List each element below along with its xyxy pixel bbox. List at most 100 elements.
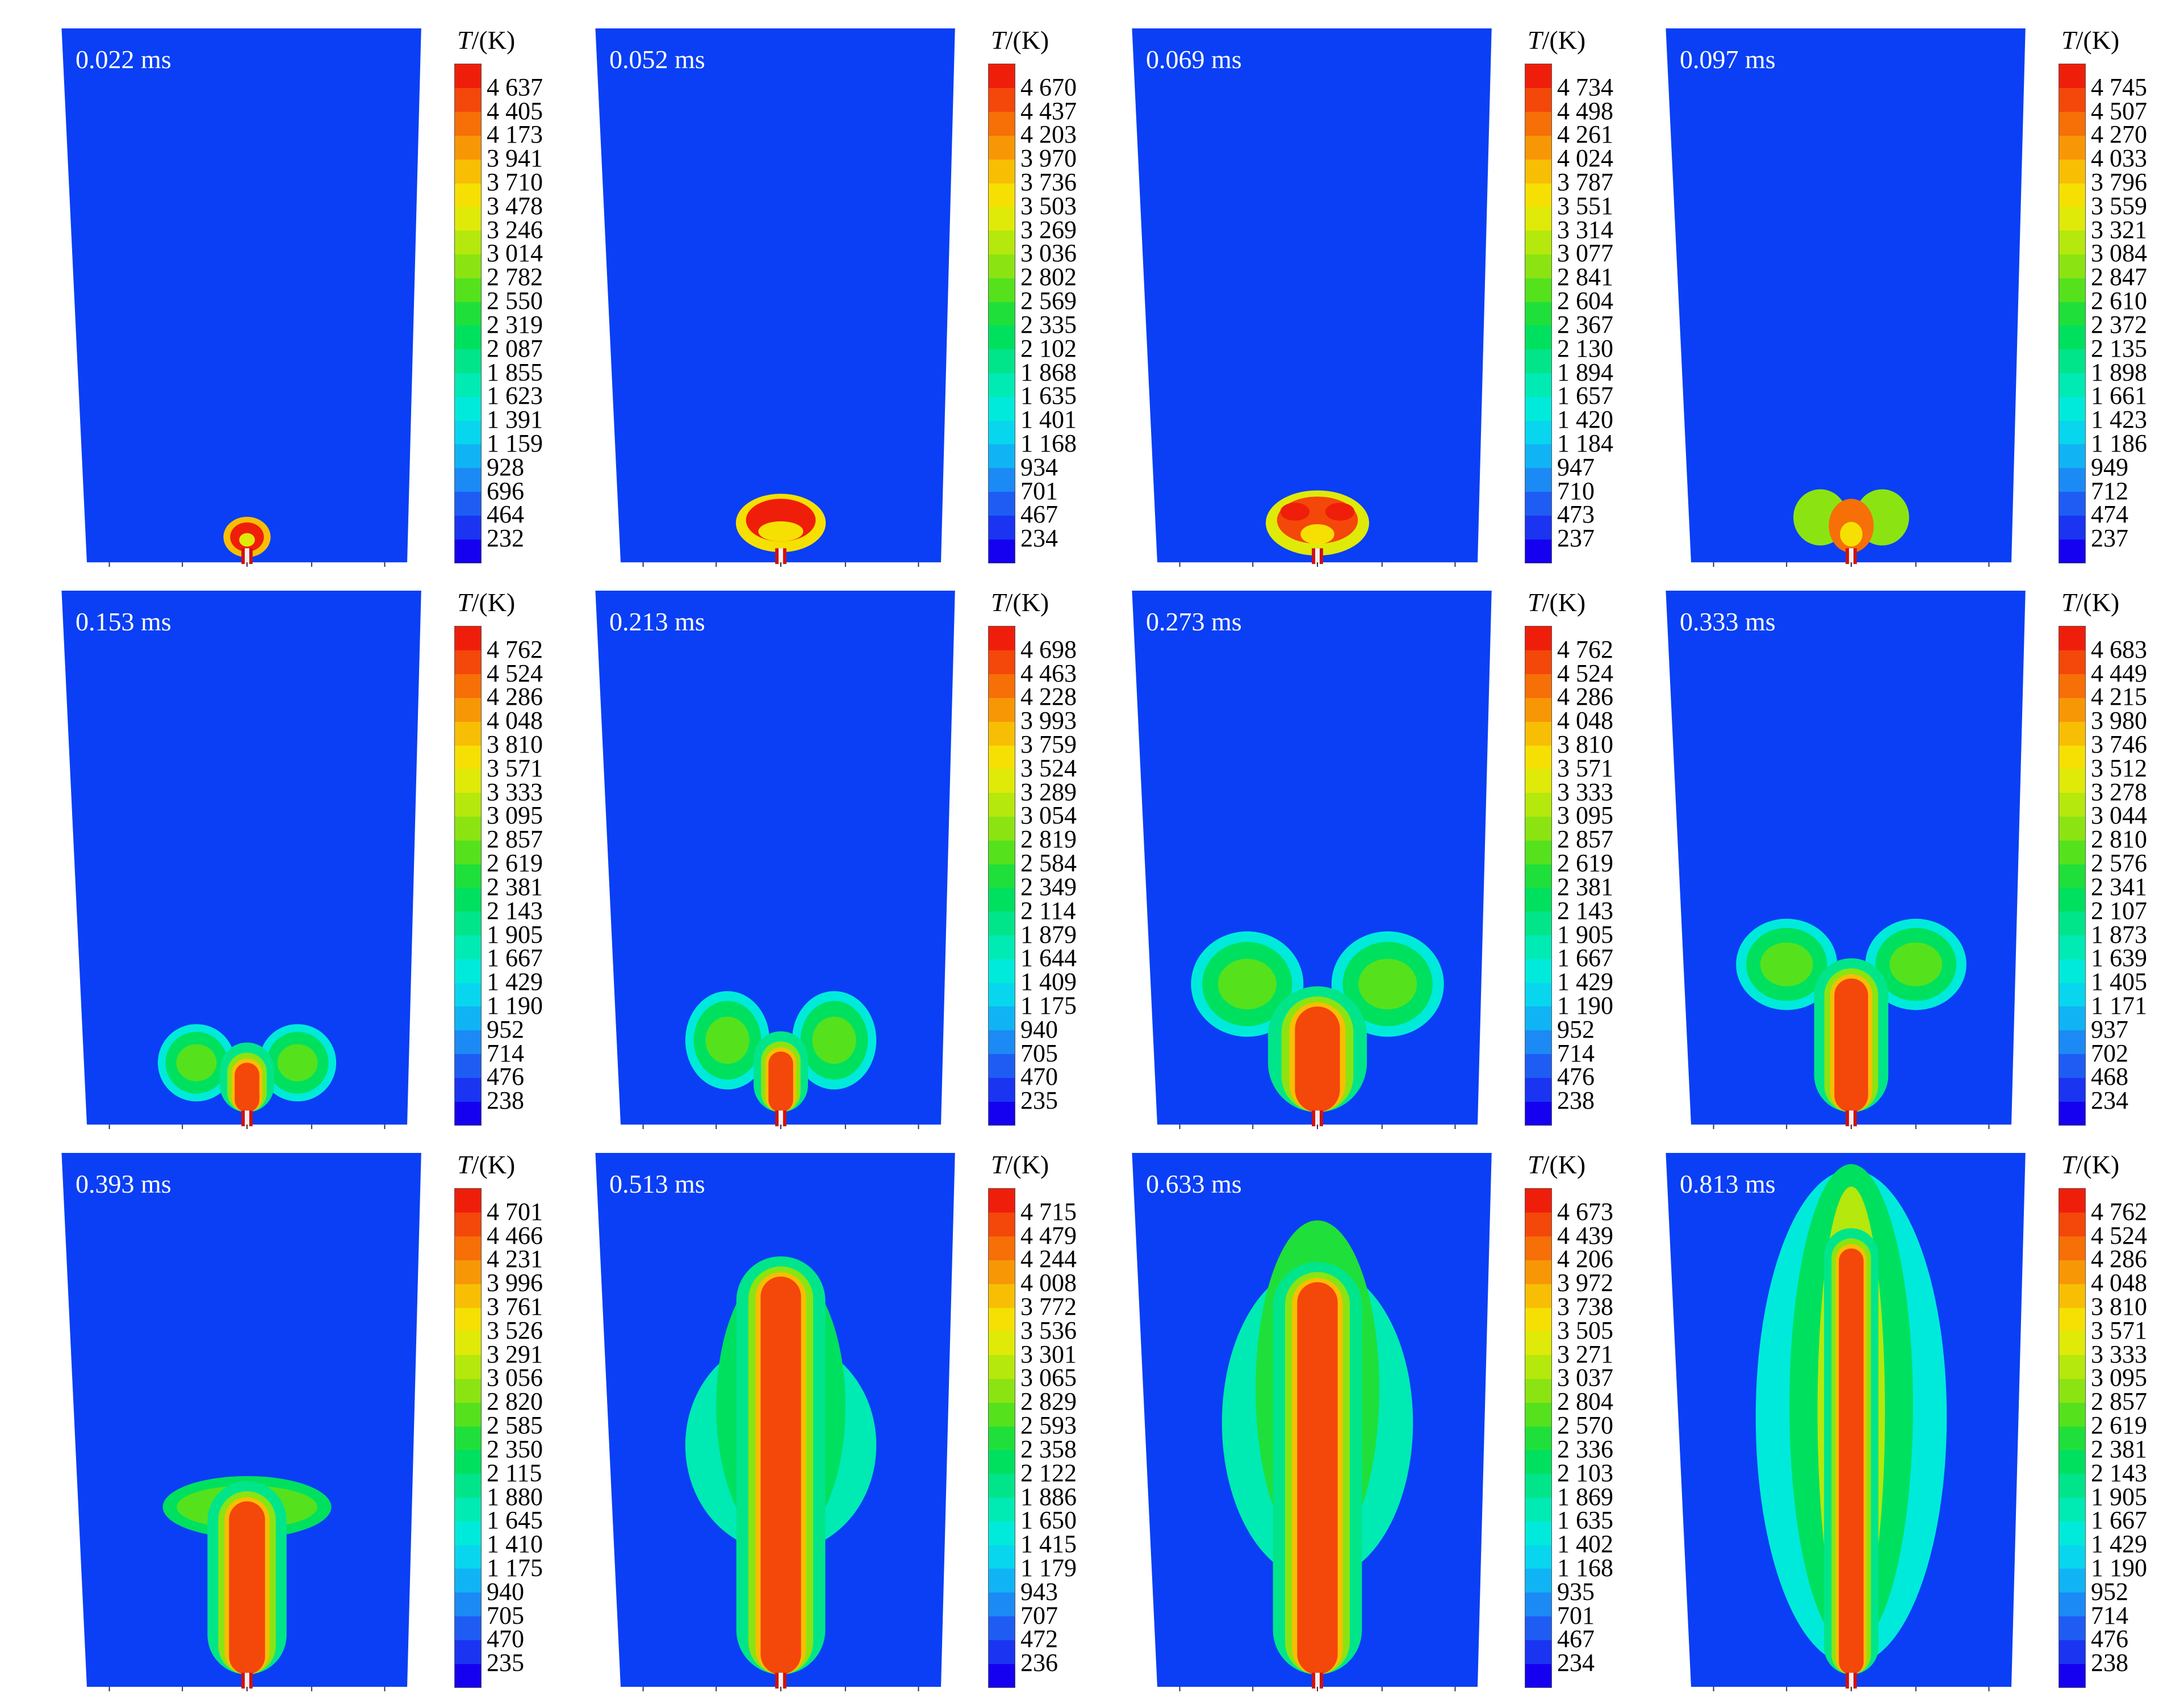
colorbar-band [2059, 1545, 2085, 1569]
colorbar-band [2059, 1616, 2085, 1640]
colorbar-band [989, 349, 1015, 373]
colorbar-band [2059, 816, 2085, 841]
colorbar-band [989, 1054, 1015, 1078]
jet-core-layer [760, 1276, 801, 1675]
vortex-lobe-inner [1760, 942, 1813, 987]
colorbar-tick-label: 1 661 [2091, 382, 2147, 410]
jet-flame [162, 1476, 332, 1689]
colorbar-tick-label: 4 524 [2091, 1221, 2147, 1249]
colorbar-band [989, 159, 1015, 183]
colorbar-band [989, 1521, 1015, 1545]
colorbar-tick-label: 2 114 [1020, 896, 1076, 925]
colorbar-band [1525, 183, 1551, 207]
colorbar-tick-label: 4 048 [487, 707, 543, 735]
colorbar-band [2059, 278, 2085, 302]
colorbar-band [1525, 206, 1551, 231]
colorbar-band [2059, 1077, 2085, 1102]
colorbar-tick-label: 3 077 [1557, 239, 1613, 267]
colorbar-band [989, 1006, 1015, 1031]
colorbar-band [989, 650, 1015, 675]
colorbar-band [1525, 539, 1551, 563]
colorbar-band [1525, 1236, 1551, 1260]
colorbar-tick-label: 947 [1557, 453, 1595, 481]
colorbar-tick-label: 2 819 [1020, 825, 1077, 854]
colorbar-tick-label: 3 333 [2091, 1340, 2147, 1368]
colorbar-tick-label: 3 941 [487, 144, 543, 173]
colorbar-band [2059, 1331, 2085, 1356]
colorbar-band [1525, 864, 1551, 888]
colorbar-band [455, 1616, 481, 1640]
colorbar-tick-label: 2 619 [1557, 849, 1613, 877]
colorbar-band [2059, 254, 2085, 278]
colorbar-tick-label: 4 463 [1020, 659, 1077, 687]
colorbar-tick-label: 2 358 [1020, 1435, 1077, 1463]
colorbar-band [455, 396, 481, 421]
colorbar-band [2059, 373, 2085, 397]
colorbar-tick-label: 3 037 [1557, 1364, 1613, 1392]
nozzle-center [1849, 1673, 1854, 1689]
colorbar-tick-label: 473 [1557, 500, 1595, 529]
colorbar-band [1525, 887, 1551, 912]
colorbar [988, 64, 1015, 563]
temperature-field [1666, 591, 2026, 1130]
colorbar-title: T/(K) [457, 587, 515, 617]
colorbar-tick-label: 3 746 [2091, 730, 2147, 759]
colorbar-band [455, 1331, 481, 1356]
colorbar-tick-label: 3 503 [1020, 191, 1077, 220]
colorbar-tick-label: 2 804 [1557, 1387, 1613, 1416]
colorbar [988, 626, 1015, 1126]
colorbar-band [989, 816, 1015, 841]
colorbar-tick-label: 3 478 [487, 191, 543, 220]
colorbar-tick-label: 3 505 [1557, 1316, 1613, 1344]
colorbar-band [1525, 1101, 1551, 1126]
colorbar-band [455, 864, 481, 888]
colorbar-tick-label: 3 970 [1020, 144, 1077, 173]
colorbar [454, 64, 482, 563]
colorbar-band [2059, 1006, 2085, 1031]
colorbar-tick-label: 3 014 [487, 239, 543, 267]
colorbar-tick-label: 1 168 [1020, 429, 1077, 457]
colorbar-tick-label: 470 [487, 1625, 524, 1653]
colorbar-tick-label: 3 738 [1557, 1293, 1613, 1321]
colorbar-band [989, 87, 1015, 112]
vortex-lobe-inner [705, 1017, 750, 1064]
colorbar-tick-label: 3 972 [1557, 1269, 1613, 1297]
colorbar-tick-label: 1 657 [1557, 382, 1613, 410]
colorbar-band [1525, 325, 1551, 350]
colorbar-band [455, 1284, 481, 1308]
computational-domain [1132, 28, 1492, 563]
colorbar-band [1525, 697, 1551, 722]
colorbar-tick-label: 1 667 [1557, 944, 1613, 972]
vortex-lobe-inner [1217, 959, 1277, 1010]
colorbar-band [455, 721, 481, 746]
colorbar-tick-label: 2 335 [1020, 310, 1077, 338]
colorbar-title: T/(K) [991, 1150, 1049, 1180]
colorbar-tick-label: 696 [487, 477, 524, 505]
colorbar-band [1525, 911, 1551, 935]
colorbar-band [1525, 278, 1551, 302]
colorbar-band [455, 1497, 481, 1522]
colorbar-band [2059, 1212, 2085, 1237]
colorbar-tick-label: 3 314 [1557, 215, 1613, 244]
colorbar-tick-label: 4 762 [2091, 1197, 2147, 1226]
colorbar-band [455, 1006, 481, 1031]
colorbar-tick-label: 3 993 [1020, 707, 1077, 735]
colorbar-band [989, 302, 1015, 326]
colorbar-tick-label: 2 143 [487, 896, 543, 925]
colorbar-tick-label: 1 650 [1020, 1506, 1077, 1535]
colorbar-band [1525, 159, 1551, 183]
colorbar-title: T/(K) [1528, 587, 1585, 617]
colorbar-tick-label: 3 333 [487, 778, 543, 806]
colorbar-tick-label: 4 024 [1557, 144, 1613, 173]
colorbar-tick-label: 710 [1557, 477, 1595, 505]
colorbar-band [989, 1284, 1015, 1308]
colorbar-band [989, 254, 1015, 278]
colorbar-tick-label: 714 [1557, 1039, 1595, 1067]
colorbar-title-unit: /(K) [471, 588, 516, 617]
colorbar-tick-label: 2 550 [487, 287, 543, 315]
colorbar-band [1525, 1402, 1551, 1427]
colorbar-tick-label: 4 479 [1020, 1221, 1077, 1249]
colorbar-tick-label: 4 270 [2091, 120, 2147, 149]
vortex-lobe-inner [812, 1017, 856, 1064]
